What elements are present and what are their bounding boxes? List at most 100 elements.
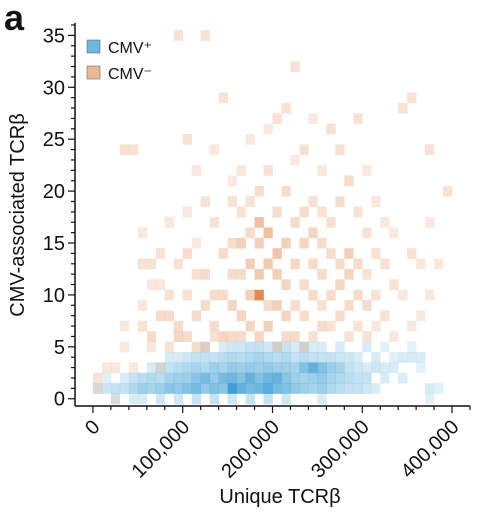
heatmap-cell-cmv-positive [218, 341, 228, 353]
heatmap-cell-cmv-positive [119, 372, 130, 384]
heatmap-cell-cmv-negative [380, 258, 390, 270]
heatmap-cell-cmv-positive [407, 341, 417, 353]
heatmap-cell-cmv-negative [137, 258, 148, 270]
heatmap-cell-cmv-negative [290, 217, 300, 228]
heatmap-cell-cmv-negative [308, 227, 318, 239]
heatmap-cell-cmv-negative [407, 320, 417, 332]
heatmap-cell-cmv-negative [173, 320, 184, 332]
heatmap-cell-cmv-negative [92, 383, 103, 394]
heatmap-cell-cmv-positive [173, 383, 184, 394]
heatmap-cell-cmv-negative [191, 165, 201, 176]
heatmap-cell-cmv-negative [317, 320, 327, 332]
heatmap-cell-cmv-positive [101, 372, 112, 384]
heatmap-cell-cmv-positive [326, 372, 336, 384]
heatmap-cell-cmv-positive [209, 372, 219, 384]
heatmap-cell-cmv-negative [281, 279, 291, 291]
heatmap-cell-cmv-negative [128, 144, 139, 156]
heatmap-cell-cmv-positive [362, 372, 372, 384]
heatmap-cell-cmv-negative [155, 362, 166, 374]
heatmap-cell-cmv-negative [317, 206, 327, 218]
heatmap-cell-cmv-negative [308, 289, 318, 301]
heatmap-cell-cmv-negative [200, 341, 210, 353]
heatmap-cell-cmv-positive [353, 352, 363, 363]
heatmap-cell-cmv-negative [389, 279, 399, 291]
heatmap-cell-cmv-negative [155, 279, 166, 291]
heatmap-cell-cmv-negative [200, 30, 210, 41]
heatmap-cell-cmv-positive [380, 341, 390, 353]
heatmap-cell-cmv-positive [155, 383, 166, 394]
heatmap-cell-cmv-negative [443, 185, 453, 197]
heatmap-cell-cmv-negative [137, 227, 148, 239]
heatmap-cell-cmv-positive [137, 393, 148, 405]
heatmap-cell-cmv-negative [209, 217, 219, 228]
heatmap-cell-cmv-positive [200, 362, 210, 374]
heatmap-cell-cmv-positive [227, 393, 237, 405]
heatmap-cell-cmv-positive [281, 393, 291, 405]
heatmap-cell-cmv-positive [371, 362, 381, 374]
heatmap-cell-cmv-negative [146, 341, 157, 353]
y-tick-label: 0 [54, 389, 65, 411]
heatmap-cell-cmv-negative [146, 279, 157, 291]
heatmap-cell-cmv-negative [227, 300, 237, 311]
heatmap-cell-cmv-positive [425, 393, 435, 405]
heatmap-cell-cmv-positive [326, 362, 336, 374]
heatmap-cell-cmv-negative [317, 300, 327, 311]
heatmap-cell-cmv-negative [434, 258, 444, 270]
heatmap-cell-cmv-negative [155, 248, 166, 259]
heatmap-cell-cmv-positive [335, 372, 345, 384]
heatmap-cell-cmv-positive [164, 362, 175, 374]
heatmap-cell-cmv-positive [146, 372, 157, 384]
heatmap-cell-cmv-negative [416, 310, 426, 322]
heatmap-cell-cmv-positive [281, 352, 291, 363]
heatmap-cell-cmv-positive [317, 362, 327, 374]
y-tick-label: 20 [43, 181, 65, 203]
heatmap-cell-cmv-negative [254, 331, 264, 342]
heatmap-cell-cmv-positive [353, 372, 363, 384]
heatmap-cell-cmv-positive [353, 362, 363, 374]
heatmap-cell-cmv-negative [254, 237, 264, 249]
heatmap-cell-cmv-positive [308, 352, 318, 363]
heatmap-cell-cmv-negative [290, 154, 300, 166]
heatmap-cell-cmv-positive [335, 352, 345, 363]
heatmap-cell-cmv-negative [362, 165, 372, 176]
y-axis-title: CMV-associated TCRβ [7, 113, 29, 316]
heatmap-cell-cmv-positive [101, 383, 112, 394]
heatmap-cell-cmv-positive [281, 383, 291, 394]
legend: CMV⁺ CMV⁻ [86, 39, 152, 83]
heatmap-cell-cmv-positive [299, 341, 309, 353]
heatmap-cell-cmv-positive [173, 393, 184, 405]
heatmap-cell-cmv-positive [182, 362, 193, 374]
heatmap-cell-cmv-positive [317, 372, 327, 384]
y-tick-label: 10 [43, 285, 65, 307]
heatmap-cell-cmv-positive [281, 372, 291, 384]
heatmap-cell-cmv-negative [362, 227, 372, 239]
heatmap-cell-cmv-negative [182, 331, 193, 342]
heatmap-cell-cmv-negative [272, 268, 282, 280]
heatmap-cell-cmv-positive [272, 352, 282, 363]
heatmap-cell-cmv-negative [353, 320, 363, 332]
heatmap-cell-cmv-positive [200, 383, 210, 394]
heatmap-cell-cmv-negative [110, 393, 121, 405]
heatmap-cell-cmv-negative [353, 258, 363, 270]
heatmap-cell-cmv-negative [236, 331, 246, 342]
heatmap-cell-cmv-negative [182, 289, 193, 301]
heatmap-cell-cmv-positive [263, 372, 273, 384]
heatmap-cell-cmv-positive [398, 372, 408, 384]
heatmap-cell-cmv-positive [398, 352, 408, 363]
heatmap-cell-cmv-negative [299, 206, 309, 218]
heatmap-cell-cmv-negative [236, 268, 246, 280]
heatmap-cell-cmv-negative [218, 92, 228, 104]
heatmap-cell-cmv-negative [209, 144, 219, 156]
x-ticks: 0 100,000 200,000 300,000 400,000 [81, 406, 471, 483]
heatmap-cell-cmv-negative [173, 30, 184, 41]
heatmap-cell-cmv-negative [119, 320, 130, 332]
heatmap-cell-cmv-negative [353, 289, 363, 301]
heatmap-cell-cmv-negative [92, 372, 103, 384]
heatmap-cell-cmv-positive [344, 362, 354, 374]
heatmap-cell-cmv-positive [317, 352, 327, 363]
heatmap-cell-cmv-positive [191, 383, 201, 394]
heatmap-cell-cmv-negative [335, 310, 345, 322]
heatmap-cell-cmv-positive [362, 383, 372, 394]
heatmap-cell-cmv-negative [227, 237, 237, 249]
heatmap-cell-cmv-negative [191, 268, 201, 280]
